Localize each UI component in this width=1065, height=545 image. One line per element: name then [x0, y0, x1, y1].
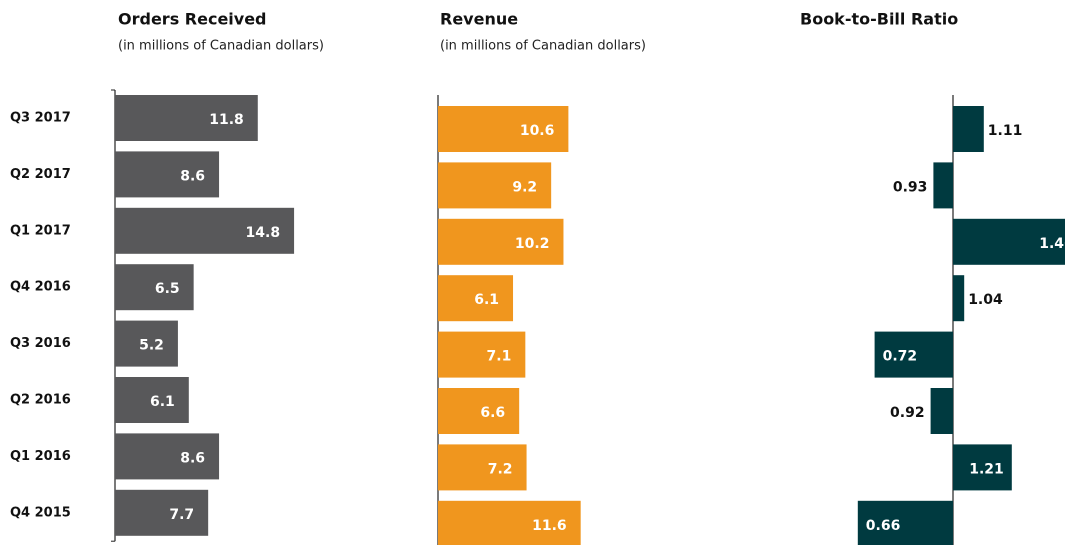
- data-label: 7.1: [487, 349, 512, 365]
- y-tick-label: Q2 2016: [10, 393, 71, 408]
- data-label: 1.46: [1039, 236, 1065, 252]
- bar: [438, 106, 569, 152]
- bar: [115, 151, 220, 198]
- chart-subtitle: (in millions of Canadian dollars): [440, 39, 646, 54]
- data-label: 0.66: [866, 518, 901, 534]
- bar: [874, 331, 953, 378]
- bar: [115, 377, 189, 423]
- data-label: 6.1: [150, 394, 175, 410]
- bar: [438, 444, 527, 491]
- data-label: 7.7: [169, 507, 194, 523]
- data-label: 10.2: [515, 236, 550, 252]
- data-label: 0.93: [893, 179, 928, 195]
- bar: [115, 264, 194, 311]
- chart-title: Orders Received: [118, 10, 267, 29]
- y-tick-label: Q4 2016: [10, 280, 71, 295]
- y-tick-label: Q3 2016: [10, 336, 71, 351]
- data-label: 8.6: [180, 450, 205, 466]
- bar: [933, 162, 953, 209]
- bar: [115, 95, 258, 141]
- bar: [115, 207, 295, 254]
- data-label: 0.92: [890, 405, 925, 421]
- bar: [438, 388, 520, 434]
- bar: [115, 489, 209, 536]
- bar: [953, 218, 1065, 265]
- chart-title: Book-to-Bill Ratio: [800, 10, 958, 29]
- bar: [115, 320, 178, 367]
- y-tick-label: Q2 2017: [10, 167, 71, 182]
- bar: [438, 162, 552, 209]
- bar: [115, 433, 220, 480]
- data-label: 14.8: [246, 225, 281, 241]
- bar: [438, 331, 526, 378]
- y-tick-label: Q3 2017: [10, 111, 71, 126]
- bar: [438, 275, 514, 322]
- bar: [953, 444, 1012, 491]
- y-tick-label: Q1 2017: [10, 223, 71, 238]
- data-label: 11.8: [209, 112, 244, 128]
- y-tick-label: Q1 2016: [10, 449, 71, 464]
- bar: [438, 218, 564, 265]
- data-label: 11.6: [532, 518, 567, 534]
- data-label: 5.2: [139, 338, 164, 354]
- data-label: 1.04: [968, 292, 1003, 308]
- chart-subtitle: (in millions of Canadian dollars): [118, 39, 324, 54]
- data-label: 0.72: [883, 349, 918, 365]
- data-label: 6.5: [155, 281, 180, 297]
- bar: [953, 275, 965, 322]
- data-label: 10.6: [520, 123, 555, 139]
- data-label: 7.2: [488, 461, 513, 477]
- data-label: 8.6: [180, 168, 205, 184]
- data-label: 9.2: [512, 179, 537, 195]
- bar: [438, 500, 581, 545]
- y-tick-label: Q4 2015: [10, 505, 71, 520]
- data-label: 1.11: [988, 123, 1023, 139]
- bar: [930, 388, 953, 434]
- bar: [953, 106, 984, 152]
- bar: [857, 500, 953, 545]
- chart-title: Revenue: [440, 10, 518, 29]
- data-label: 1.21: [969, 461, 1004, 477]
- data-label: 6.6: [480, 405, 505, 421]
- data-label: 6.1: [474, 292, 499, 308]
